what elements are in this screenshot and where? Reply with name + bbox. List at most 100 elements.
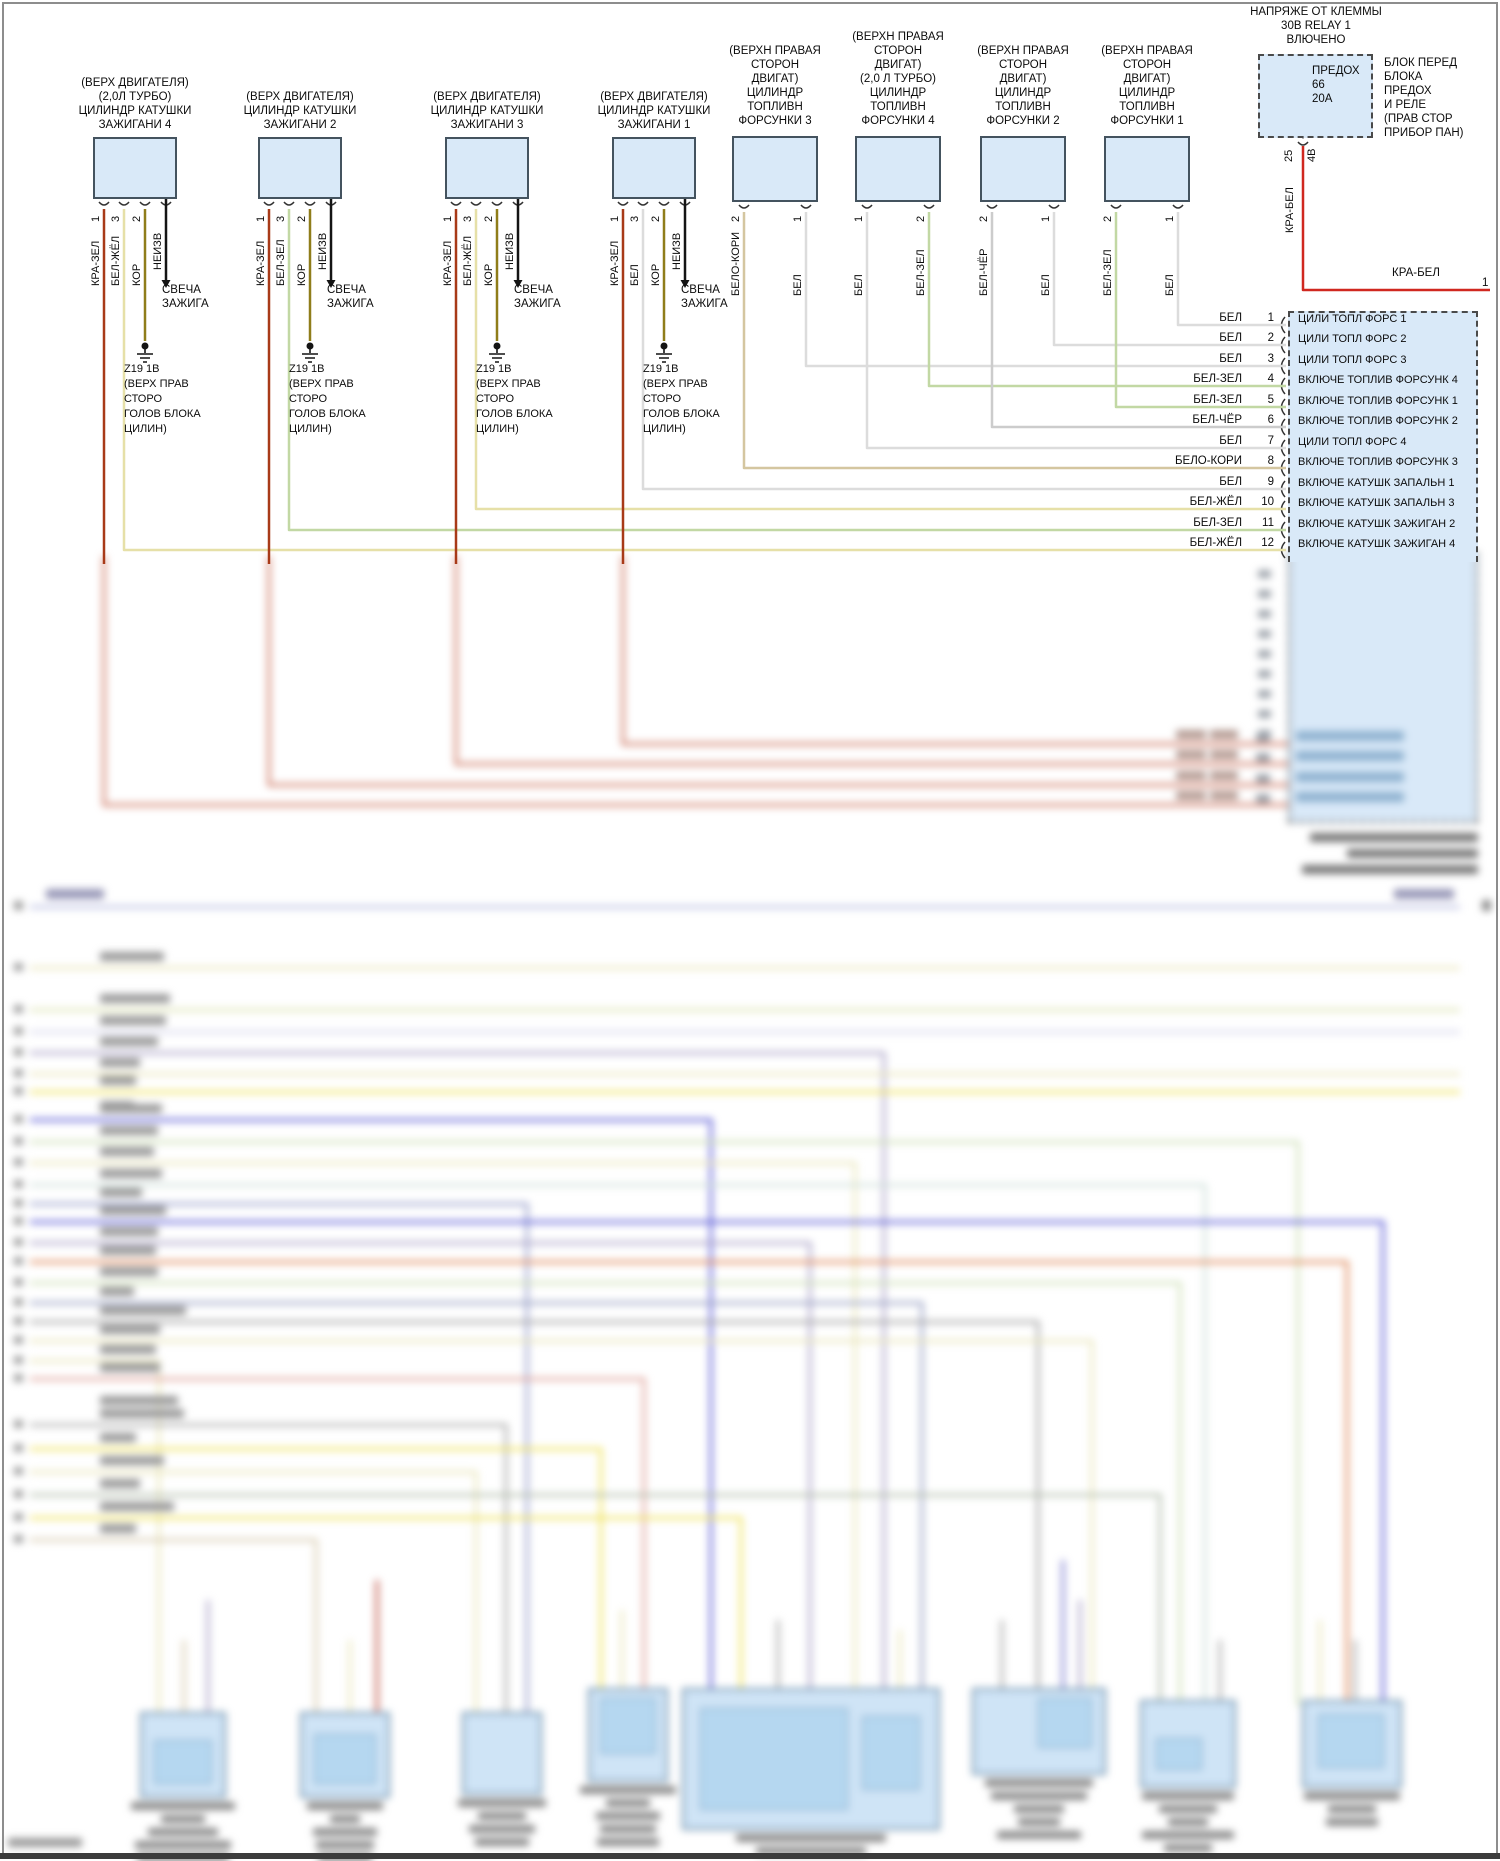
ecm-row-wire-color: БЕЛ-ЗЕЛ [1193, 394, 1242, 406]
fuse-label: ПРЕДОХ 66 20А [1312, 65, 1360, 105]
pin-number: 2 [730, 215, 742, 222]
blurred-wire [30, 1183, 1207, 1706]
wire-color-label: КРА-ЗЕЛ [255, 240, 267, 286]
blurred-wire [30, 1241, 812, 1694]
pin-bracket [139, 201, 151, 206]
wire-label-blob [100, 1479, 140, 1488]
row-number-blob [14, 1257, 23, 1265]
row-number-blob [14, 1137, 23, 1145]
blurred-text-blob [1296, 731, 1404, 741]
ecm-row-function-label: ВКЛЮЧЕ КАТУШК ЗАЖИГАН 2 [1298, 518, 1456, 530]
row-number-blob [14, 1467, 23, 1475]
ecm-pin-blob [1258, 650, 1271, 658]
wire-color-label: НЕИЗВ [504, 232, 516, 270]
pin-bracket [637, 201, 649, 206]
blurred-text-blob [1256, 794, 1270, 803]
pin-number: 1 [90, 215, 102, 222]
belo_kori-wire [742, 212, 1286, 470]
component-caption-blob [135, 1841, 231, 1849]
ecm-row-function-label: ЦИЛИ ТОПЛ ФОРС 1 [1298, 313, 1407, 325]
arrow-head [680, 280, 690, 288]
component-caption-blob [316, 1841, 374, 1849]
ecm-row-function-label: ЦИЛИ ТОПЛ ФОРС 2 [1298, 333, 1407, 345]
blurred-wire [30, 1447, 603, 1694]
ecm-row-pin-number: 10 [1261, 496, 1274, 508]
component-caption-blob [330, 1815, 360, 1823]
wire-color-label: КРА-ЗЕЛ [90, 240, 102, 286]
wire-label-blob [100, 1246, 156, 1255]
wire-label-blob [100, 1206, 166, 1215]
blurred-text-blob [1176, 771, 1206, 780]
blurred-text-blob [8, 1838, 82, 1847]
ground-label: Z19 1В (ВЕРХ ПРАВ СТОРО ГОЛОВ БЛОКА ЦИЛИ… [643, 363, 720, 435]
ecm-row-wire-color: БЕЛ [1219, 476, 1242, 488]
blurred-text-blob [1210, 791, 1238, 800]
component-caption-blob [131, 1802, 235, 1810]
component-caption-blob [161, 1815, 205, 1823]
wire-label-blob [100, 1345, 156, 1354]
blurred-wire [30, 1051, 886, 1694]
row-number-blob [14, 1444, 23, 1452]
arrow-head [326, 280, 336, 288]
wire-label-blob [100, 1076, 136, 1085]
ecm-row-function-label: ВКЛЮЧЕ ТОПЛИВ ФОРСУНК 2 [1298, 415, 1458, 427]
relay-feed-title: НАПРЯЖЕ ОТ КЛЕММЫ 30В RELAY 1 ВЛЮЧЕНО [1250, 6, 1382, 46]
wire-label-blob [100, 1456, 164, 1465]
fuel-injector-2-title: (ВЕРХН ПРАВАЯ СТОРОН ДВИГАТ) ЦИЛИНДР ТОП… [977, 45, 1069, 127]
ignition-coil-2-box [258, 137, 342, 199]
component-caption-blob [1304, 1792, 1400, 1800]
path [302, 349, 318, 363]
blurred-text-blob [1482, 900, 1491, 911]
pin-number: 3 [110, 215, 122, 222]
ignition-coil-4-title: (ВЕРХ ДВИГАТЕЛЯ) (2,0Л ТУРБО) ЦИЛИНДР КА… [78, 77, 192, 131]
blurred-wire [30, 1470, 478, 1718]
row-number-blob [14, 963, 23, 971]
ecm-row-pin-number: 7 [1267, 435, 1274, 447]
row-number-blob [14, 1087, 23, 1095]
bel_zel-wire [1114, 212, 1286, 409]
ground-symbol [489, 349, 505, 363]
pin-bracket [470, 201, 482, 206]
bel-wire [1052, 212, 1286, 347]
ignition-coil-4-box [93, 137, 177, 199]
ground-symbol [656, 349, 672, 363]
blurred-text-blob [1210, 750, 1238, 759]
wire-label-blob [100, 994, 170, 1003]
row-number-blob [14, 1336, 23, 1344]
ground-dot [141, 342, 149, 350]
pin-bracket [800, 204, 812, 209]
component-caption-blob [1328, 1805, 1376, 1813]
blurred-wire [30, 1260, 1349, 1706]
fuel-injector-3-title: (ВЕРХН ПРАВАЯ СТОРОН ДВИГАТ) ЦИЛИНДР ТОП… [729, 45, 821, 127]
component-caption-blob [606, 1799, 650, 1807]
blurred-text-blob [1296, 772, 1404, 782]
component-inner-detail [1038, 1698, 1092, 1748]
pin-number: 1 [255, 215, 267, 222]
bel_jel-wire [122, 209, 1286, 552]
wire-label-blob [100, 1227, 158, 1236]
fuel-injector-4-box [855, 136, 941, 202]
ecm-row-function-label: ВКЛЮЧЕ ТОПЛИВ ФОРСУНК 1 [1298, 395, 1458, 407]
fuel-injector-1-title: (ВЕРХН ПРАВАЯ СТОРОН ДВИГАТ) ЦИЛИНДР ТОП… [1101, 45, 1193, 127]
wire-label-blob [100, 1016, 166, 1025]
blurred-text-blob [1176, 791, 1206, 800]
blurred-text-blob [1256, 733, 1270, 742]
pin-number: 3 [462, 215, 474, 222]
pin-number: 1 [609, 215, 621, 222]
component-inner-detail [700, 1708, 848, 1810]
row-number-blob [14, 1356, 23, 1364]
pin-bracket [1048, 204, 1060, 209]
spark-plug-label: СВЕЧА ЗАЖИГА [327, 284, 374, 310]
wire-label-blob [100, 1363, 160, 1372]
ecm-row-wire-color: БЕЛ-ЖЁЛ [1189, 496, 1242, 508]
fuel-injector-3-box [732, 136, 818, 202]
ecm-pin-blob [1258, 710, 1271, 718]
component-caption-blob [313, 1828, 377, 1836]
pin-bracket [1110, 204, 1122, 209]
wire-color-label: КРА-ЗЕЛ [442, 240, 454, 286]
row-number-blob [14, 1180, 23, 1188]
blurred-text-blob [1210, 771, 1238, 780]
ignition-coil-1-title: (ВЕРХ ДВИГАТЕЛЯ) ЦИЛИНДР КАТУШКИ ЗАЖИГАН… [597, 91, 711, 131]
